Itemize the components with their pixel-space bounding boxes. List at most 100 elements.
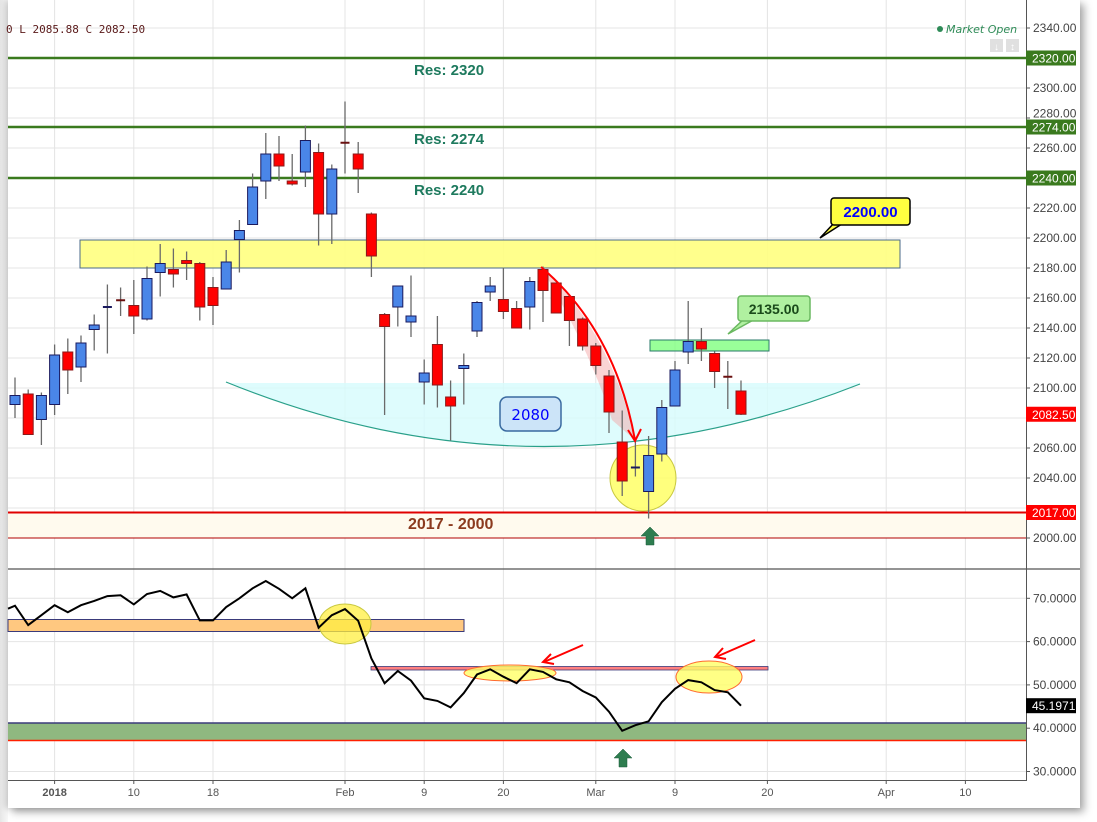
candle[interactable] [154, 244, 166, 297]
date-label: Apr [878, 787, 895, 799]
price-label: 2120.00 [1033, 351, 1077, 365]
candle[interactable] [35, 392, 47, 446]
candle[interactable] [616, 410, 628, 497]
candle[interactable] [405, 275, 417, 338]
rsi-label: 40.0000 [1033, 721, 1077, 735]
candle[interactable] [207, 277, 219, 325]
candle[interactable] [418, 359, 430, 405]
candle[interactable] [9, 377, 21, 419]
date-label: 10 [959, 787, 971, 799]
decline-arrow [540, 266, 636, 441]
market-status-dot-icon [937, 26, 943, 32]
candle-body-down [590, 345, 602, 366]
candle[interactable] [695, 328, 707, 361]
candle[interactable] [735, 380, 747, 416]
candle[interactable] [511, 301, 523, 329]
candle-body-down [286, 180, 298, 185]
candle[interactable] [88, 314, 100, 351]
price-marker-label: 2320.00 [1032, 52, 1076, 66]
candle[interactable] [471, 301, 483, 337]
candle[interactable] [62, 338, 74, 395]
candle-doji [723, 375, 733, 378]
candle[interactable] [167, 248, 179, 288]
candle[interactable] [431, 316, 443, 408]
candles-overlay [682, 301, 707, 364]
candle[interactable] [102, 284, 112, 354]
candle[interactable] [286, 154, 298, 186]
candle[interactable] [247, 173, 259, 225]
candle-body-down [603, 375, 615, 413]
price-marker [1026, 505, 1076, 520]
candle[interactable] [669, 361, 681, 407]
candle[interactable] [22, 389, 34, 435]
candle[interactable] [128, 280, 140, 334]
res-2274-label: Res: 2274 [414, 131, 485, 148]
candle-body-up [154, 263, 166, 273]
candle[interactable] [497, 268, 509, 319]
date-label: 20 [761, 787, 773, 799]
candle[interactable] [445, 380, 457, 441]
candle[interactable] [49, 344, 61, 416]
rsi-arrow-1 [540, 644, 584, 665]
candle[interactable] [313, 143, 325, 246]
candle[interactable] [233, 220, 245, 273]
candle[interactable] [723, 361, 733, 409]
scroll-down-button[interactable] [990, 39, 1003, 52]
candle[interactable] [537, 266, 549, 323]
candle[interactable] [577, 317, 589, 351]
candle[interactable] [630, 439, 640, 477]
price-label: 2000.00 [1033, 531, 1077, 545]
candle-body-up [392, 285, 404, 308]
candle[interactable] [141, 266, 153, 321]
candle[interactable] [220, 250, 232, 290]
candle[interactable] [656, 400, 668, 462]
candle-body-up [75, 342, 87, 368]
candle[interactable] [273, 136, 285, 181]
candle-body-up [418, 372, 430, 383]
candle[interactable] [590, 343, 602, 375]
candle[interactable] [484, 277, 496, 301]
arrow-down-icon: ↓ [994, 42, 999, 53]
candle[interactable] [299, 125, 311, 188]
candle[interactable] [352, 142, 364, 193]
candle-body-up [458, 365, 470, 369]
candle[interactable] [116, 287, 126, 317]
up-arrow-icon [640, 526, 660, 546]
candle[interactable] [75, 335, 87, 383]
candle[interactable] [524, 277, 536, 330]
candle-body-down [181, 260, 193, 264]
candle[interactable] [709, 350, 721, 389]
ohlc-readout: 0 L 2085.88 C 2082.50 [6, 23, 145, 36]
candle[interactable] [326, 164, 338, 245]
candle[interactable] [181, 251, 193, 281]
candle-body-up [220, 261, 232, 290]
fit-vertical-button[interactable] [1006, 39, 1019, 52]
candle-body-up [484, 285, 496, 293]
candle[interactable] [458, 353, 470, 405]
candle[interactable] [550, 282, 562, 314]
candle[interactable] [392, 285, 404, 327]
price-marker-label: 2082.50 [1032, 408, 1076, 422]
rsi-axis: 70.0000 60.0000 50.0000 40.0000 30.0000 45.19… [1026, 591, 1077, 779]
date-axis: 2018 10 18 Feb 9 20 Mar 9 20 Apr 10 [42, 780, 972, 799]
candle[interactable] [340, 101, 350, 174]
candle[interactable] [682, 301, 694, 364]
candle[interactable] [260, 133, 272, 199]
date-label: 20 [497, 787, 509, 799]
callout-2080: 2080 [499, 396, 562, 432]
candle[interactable] [194, 262, 206, 321]
candle[interactable] [603, 370, 615, 433]
candle[interactable] [643, 436, 655, 519]
candle-body-down [128, 305, 140, 317]
price-label: 2260.00 [1033, 141, 1077, 155]
rsi-marker-label: 45.1971 [1032, 699, 1076, 713]
price-label: 2100.00 [1033, 381, 1077, 395]
date-label: Mar [586, 787, 605, 799]
candle[interactable] [379, 313, 391, 415]
candle-doji [630, 466, 640, 469]
candle-body-down [577, 318, 589, 347]
price-marker [1026, 119, 1076, 135]
support-zone-label: 2017 - 2000 [408, 516, 494, 533]
candle[interactable] [365, 212, 377, 278]
